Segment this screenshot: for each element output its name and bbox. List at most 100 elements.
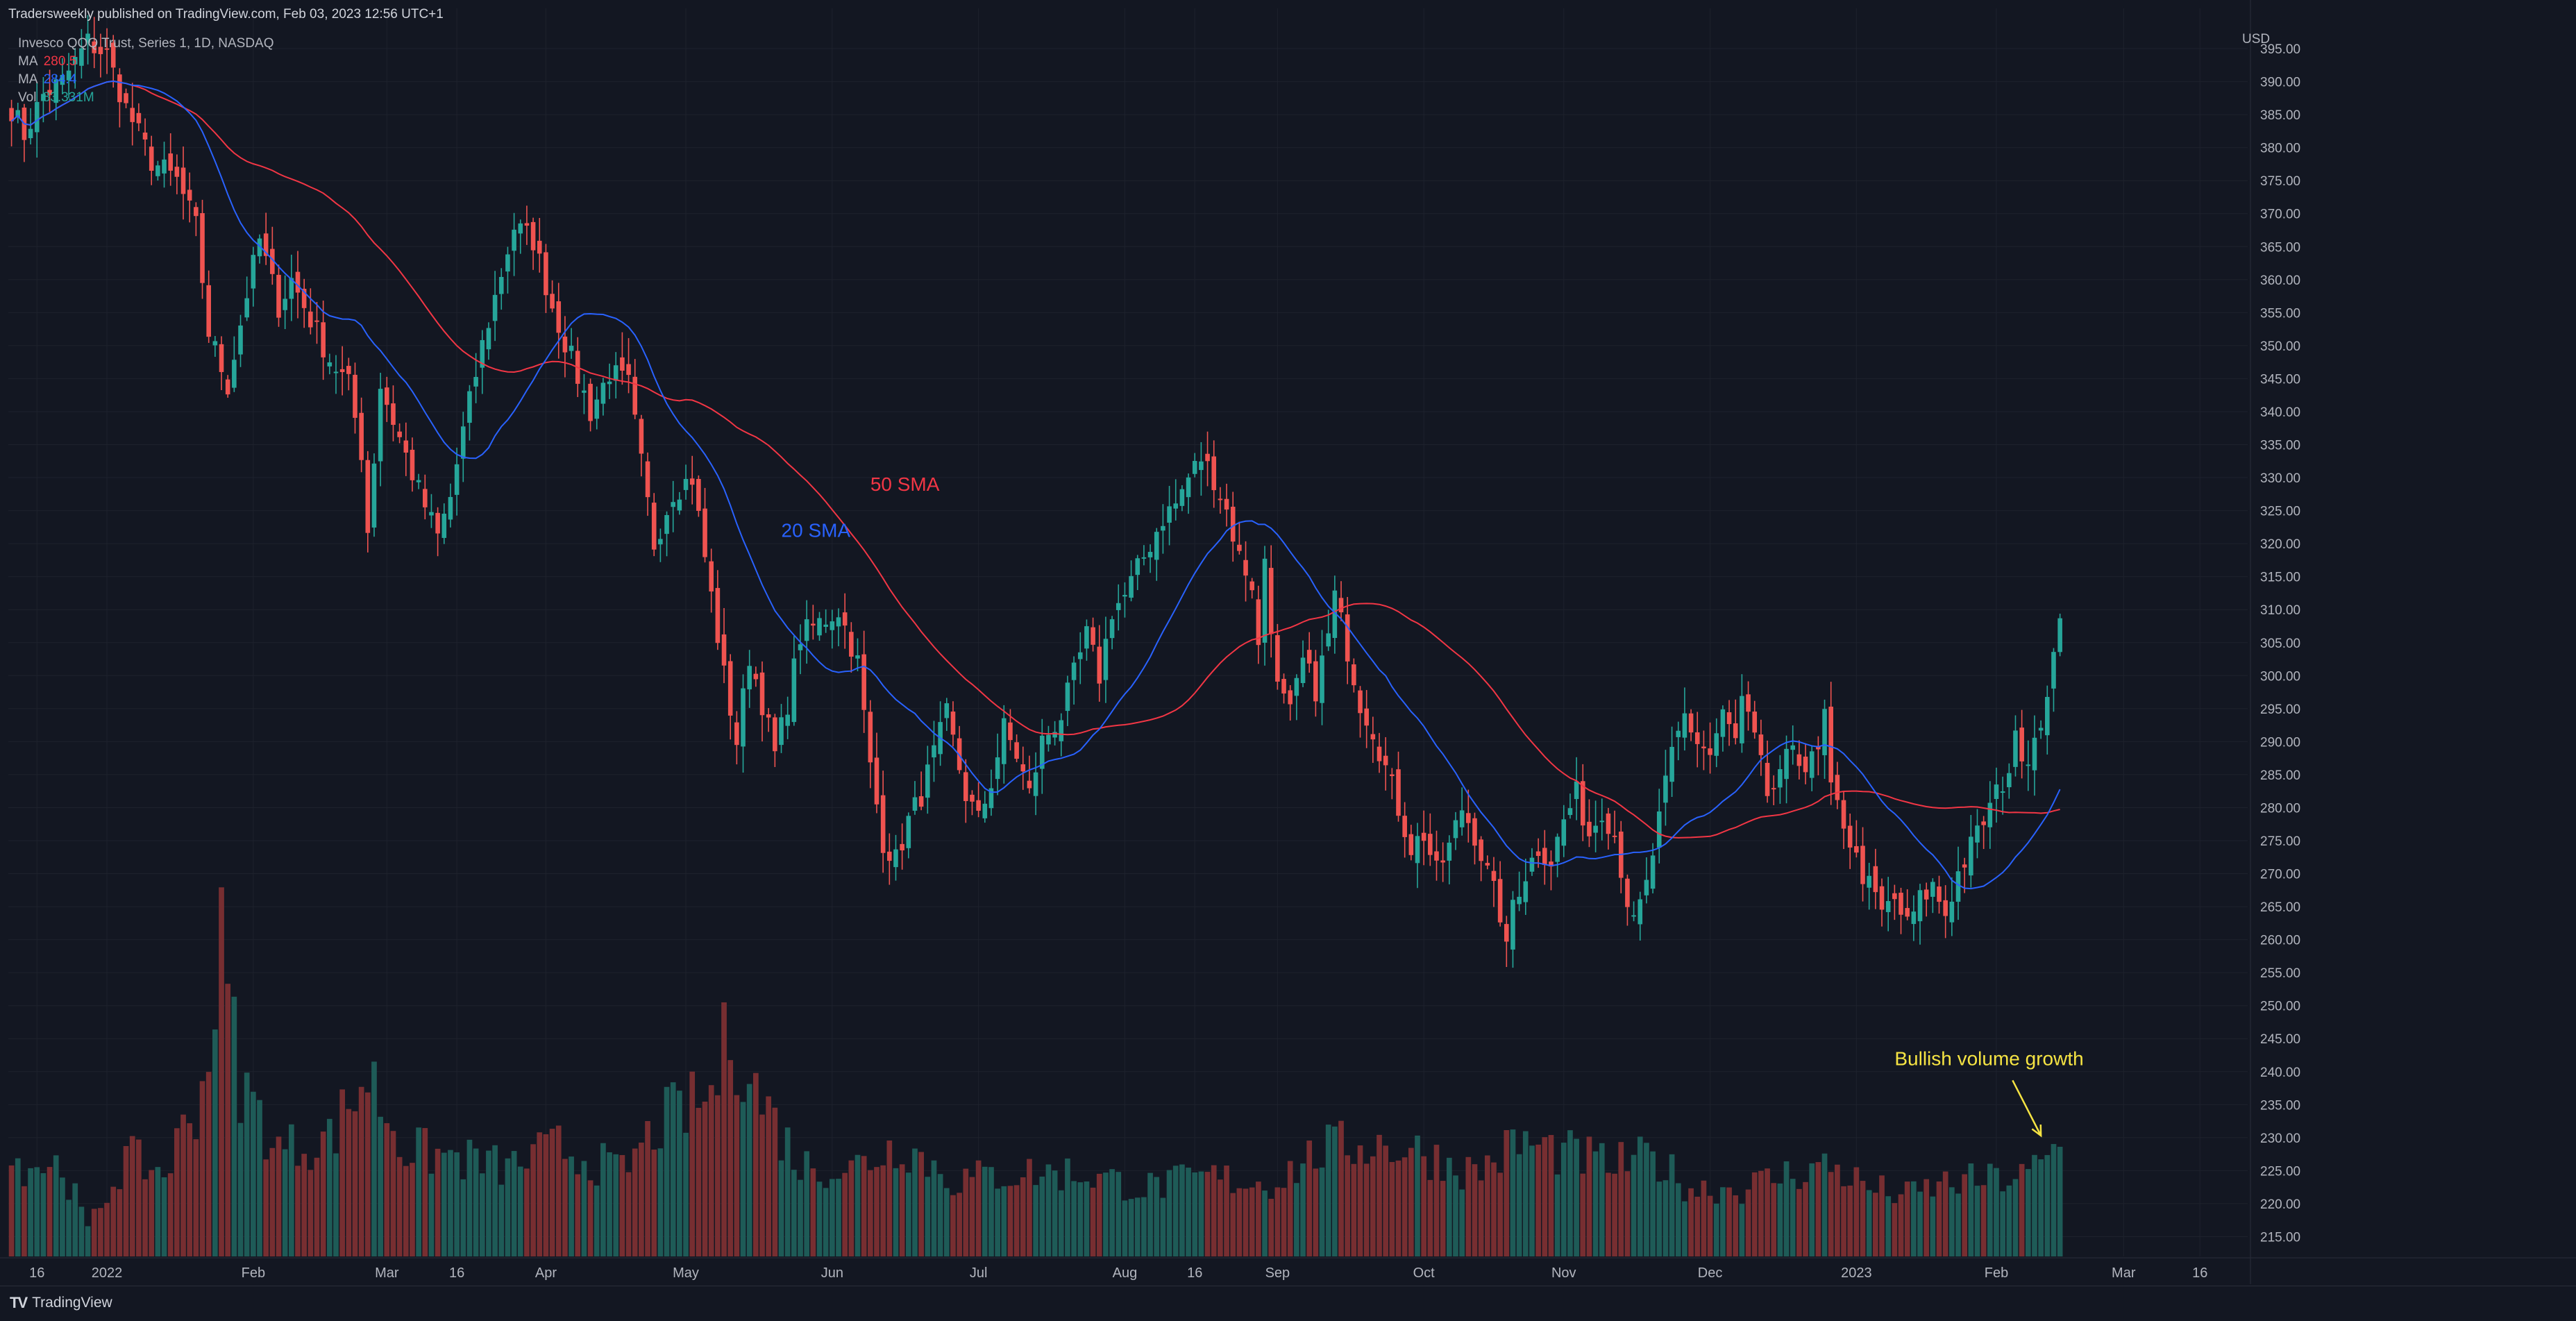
candle-body	[855, 655, 860, 659]
candles	[9, 15, 2062, 968]
time-tick-label: Aug	[1113, 1265, 1138, 1281]
candle-body	[1638, 899, 1643, 925]
candle-body	[1510, 900, 1515, 950]
volume-bar	[22, 1186, 27, 1256]
candle-body	[1001, 718, 1007, 764]
candle-body	[1937, 886, 1942, 902]
candle-body	[1981, 821, 1986, 825]
volume-bar	[1389, 1161, 1395, 1256]
volume-bar	[1713, 1203, 1719, 1256]
volume-bar	[123, 1146, 129, 1256]
volume-bar	[1873, 1193, 1878, 1256]
tradingview-brand[interactable]: TV TradingView	[10, 1294, 112, 1312]
candle-body	[1841, 800, 1846, 829]
candle-body	[1917, 890, 1923, 922]
volume-bar	[91, 1209, 97, 1256]
candle-body	[467, 391, 472, 423]
legend-ma50-label: MA	[18, 54, 37, 69]
volume-bar	[1408, 1147, 1414, 1256]
volume-bar	[1917, 1191, 1923, 1256]
candle-body	[721, 634, 727, 666]
volume-bar	[244, 1072, 250, 1256]
volume-bar	[2032, 1154, 2037, 1256]
volume-bar	[1948, 1187, 1955, 1256]
candle-body	[149, 146, 154, 171]
candle-body	[283, 298, 287, 310]
volume-bar	[1936, 1181, 1942, 1256]
candle-body	[480, 339, 485, 368]
candle-body	[1778, 769, 1783, 788]
candle-body	[2038, 727, 2044, 731]
candle-body	[359, 412, 364, 460]
candle-body	[950, 712, 956, 735]
volume-bar	[1669, 1154, 1675, 1256]
volume-bar	[537, 1132, 543, 1256]
price-tick-label: 360.00	[2260, 274, 2300, 288]
volume-bar	[1395, 1160, 1401, 1256]
volume-bar	[1338, 1120, 1344, 1256]
candle-body	[600, 382, 606, 404]
volume-bar	[1656, 1181, 1662, 1256]
candle-body	[403, 440, 409, 453]
price-tick-label: 215.00	[2260, 1230, 2300, 1245]
candle-body	[918, 796, 924, 807]
annotation-arrow-shaft	[2012, 1079, 2042, 1136]
candle-body	[79, 48, 84, 66]
candle-body	[1816, 746, 1821, 750]
volume-bar	[352, 1111, 358, 1256]
candle-body	[295, 271, 301, 293]
volume-bar	[1860, 1181, 1866, 1256]
volume-bar	[1179, 1164, 1185, 1256]
candle-body	[200, 213, 205, 283]
candle-body	[1867, 875, 1871, 888]
volume-bar	[651, 1150, 657, 1256]
candle-body	[620, 357, 625, 371]
volume-bar	[1077, 1182, 1084, 1256]
volume-bar	[454, 1152, 460, 1256]
candle-body	[1879, 886, 1885, 910]
candle-body	[1860, 845, 1865, 884]
candle-body	[1955, 871, 1961, 902]
volume-bar	[1803, 1181, 1808, 1256]
volume-bar	[40, 1173, 47, 1256]
candle-body	[2019, 727, 2024, 762]
volume-bar	[1039, 1176, 1045, 1256]
volume-bar	[1306, 1141, 1313, 1256]
candle-body	[1835, 775, 1840, 800]
candle-body	[1529, 857, 1535, 872]
candle-body	[346, 366, 351, 374]
ma50-line	[10, 80, 2060, 839]
volume-bar	[1103, 1172, 1109, 1256]
volume-bar	[1058, 1190, 1064, 1256]
volume-bar	[1421, 1156, 1427, 1256]
time-tick-label: Dec	[1698, 1265, 1723, 1281]
volume-bar	[205, 1072, 212, 1256]
price-tick-label: 385.00	[2260, 108, 2300, 123]
candle-body	[1535, 851, 1541, 857]
candle-body	[944, 703, 950, 718]
candle-body	[187, 190, 192, 201]
volume-bar	[410, 1163, 415, 1256]
volume-bar	[1821, 1153, 1828, 1256]
legend-volume-value: 83.331M	[42, 90, 94, 105]
volume-bar	[1694, 1196, 1701, 1256]
candle-body	[505, 254, 510, 272]
price-tick-label: 245.00	[2260, 1032, 2300, 1047]
candle-body	[257, 238, 262, 257]
volume-bar	[1783, 1161, 1790, 1256]
candle-body	[1962, 864, 1967, 868]
volume-bar	[1777, 1183, 1783, 1256]
candle-body	[1561, 819, 1567, 846]
volume-bar	[555, 1125, 562, 1256]
candle-body	[47, 90, 52, 95]
volume-bar	[1484, 1155, 1490, 1256]
candle-body	[544, 252, 548, 296]
volume-bar	[1033, 1185, 1038, 1256]
candle-body	[779, 717, 784, 746]
volume-bar	[511, 1151, 517, 1256]
volume-bar	[53, 1155, 59, 1256]
candle-body	[1199, 461, 1204, 471]
candle-body	[1969, 836, 1973, 876]
